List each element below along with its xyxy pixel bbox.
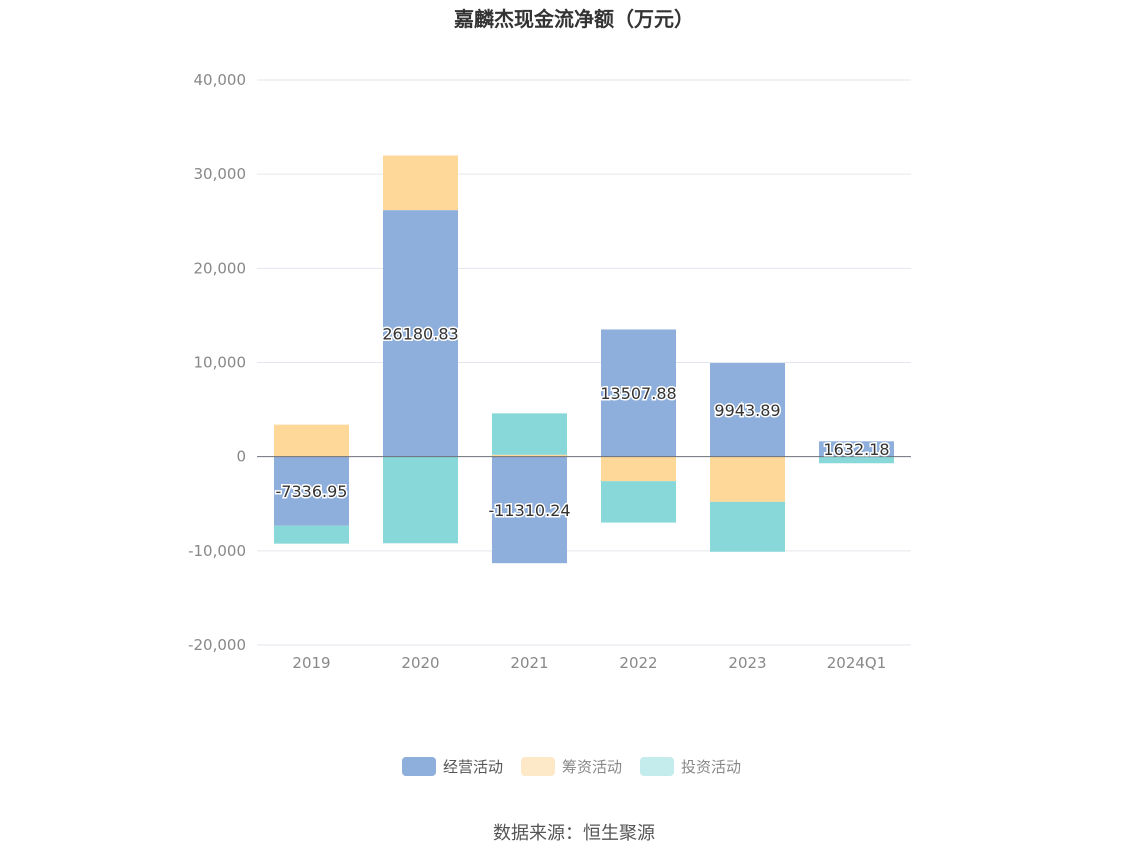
data-label-2019: -7336.95	[276, 482, 348, 501]
bars-layer	[274, 155, 894, 564]
data-label-2021: -11310.24	[488, 501, 570, 520]
legend: 经营活动 筹资活动 投资活动	[402, 757, 741, 776]
bar-2021-series-0[interactable]	[492, 456, 567, 564]
y-axis: 40,000 30,000 20,000 10,000 0 -10,000 -20,000	[188, 71, 246, 654]
x-tick-label-2023: 2023	[728, 654, 766, 672]
x-tick-label-2021: 2021	[510, 654, 548, 672]
y-tick-label: 30,000	[194, 165, 247, 183]
x-tick-label-2019: 2019	[292, 654, 330, 672]
bar-2024Q1-series-2[interactable]	[819, 456, 894, 464]
bar-2020-series-2[interactable]	[383, 456, 458, 544]
legend-label-operating[interactable]: 经营活动	[443, 758, 503, 776]
y-tick-label: 10,000	[194, 354, 247, 372]
x-tick-label-2024Q1: 2024Q1	[827, 654, 887, 672]
bar-2021-series-1[interactable]	[492, 454, 567, 457]
data-label-2023: 9943.89	[714, 401, 780, 420]
legend-swatch-investing[interactable]	[640, 757, 674, 776]
data-label-2020: 26180.83	[382, 324, 458, 343]
chart-title: 嘉麟杰现金流净额（万元）	[453, 7, 694, 31]
legend-label-investing[interactable]: 投资活动	[681, 758, 741, 776]
legend-swatch-financing[interactable]	[521, 757, 555, 776]
x-tick-label-2020: 2020	[401, 654, 439, 672]
y-tick-label: -20,000	[188, 636, 246, 654]
bar-2023-series-1[interactable]	[710, 456, 785, 502]
bar-2022-series-2[interactable]	[601, 481, 676, 523]
bar-2022-series-0[interactable]	[601, 329, 676, 457]
bar-2024Q1-series-0[interactable]	[819, 441, 894, 457]
data-source: 数据来源：恒生聚源	[493, 823, 655, 844]
legend-swatch-operating[interactable]	[402, 757, 436, 776]
bar-2019-series-0[interactable]	[274, 456, 349, 526]
data-label-2022: 13507.88	[600, 384, 676, 403]
bar-2023-series-0[interactable]	[710, 363, 785, 457]
bar-2019-series-1[interactable]	[274, 424, 349, 457]
bar-2019-series-2[interactable]	[274, 525, 349, 544]
bar-2023-series-2[interactable]	[710, 501, 785, 552]
x-axis: 2019 2020 2021 2022 2023 2024Q1	[257, 644, 911, 672]
data-labels: -7336.95 26180.83 -11310.24 13507.88 9943.89…	[274, 323, 891, 522]
y-tick-label: -10,000	[188, 542, 246, 560]
bar-2021-series-2[interactable]	[492, 413, 567, 455]
bar-2020-series-0[interactable]	[383, 210, 458, 457]
legend-label-financing[interactable]: 筹资活动	[562, 758, 622, 776]
y-tick-label: 0	[236, 448, 246, 466]
x-tick-label-2022: 2022	[619, 654, 657, 672]
data-label-2024Q1: 1632.18	[823, 440, 889, 459]
bar-2022-series-1[interactable]	[601, 456, 676, 482]
y-tick-label: 40,000	[194, 71, 247, 89]
bar-2020-series-1[interactable]	[383, 155, 458, 211]
grid-layer	[257, 79, 911, 646]
y-tick-label: 20,000	[194, 259, 247, 277]
